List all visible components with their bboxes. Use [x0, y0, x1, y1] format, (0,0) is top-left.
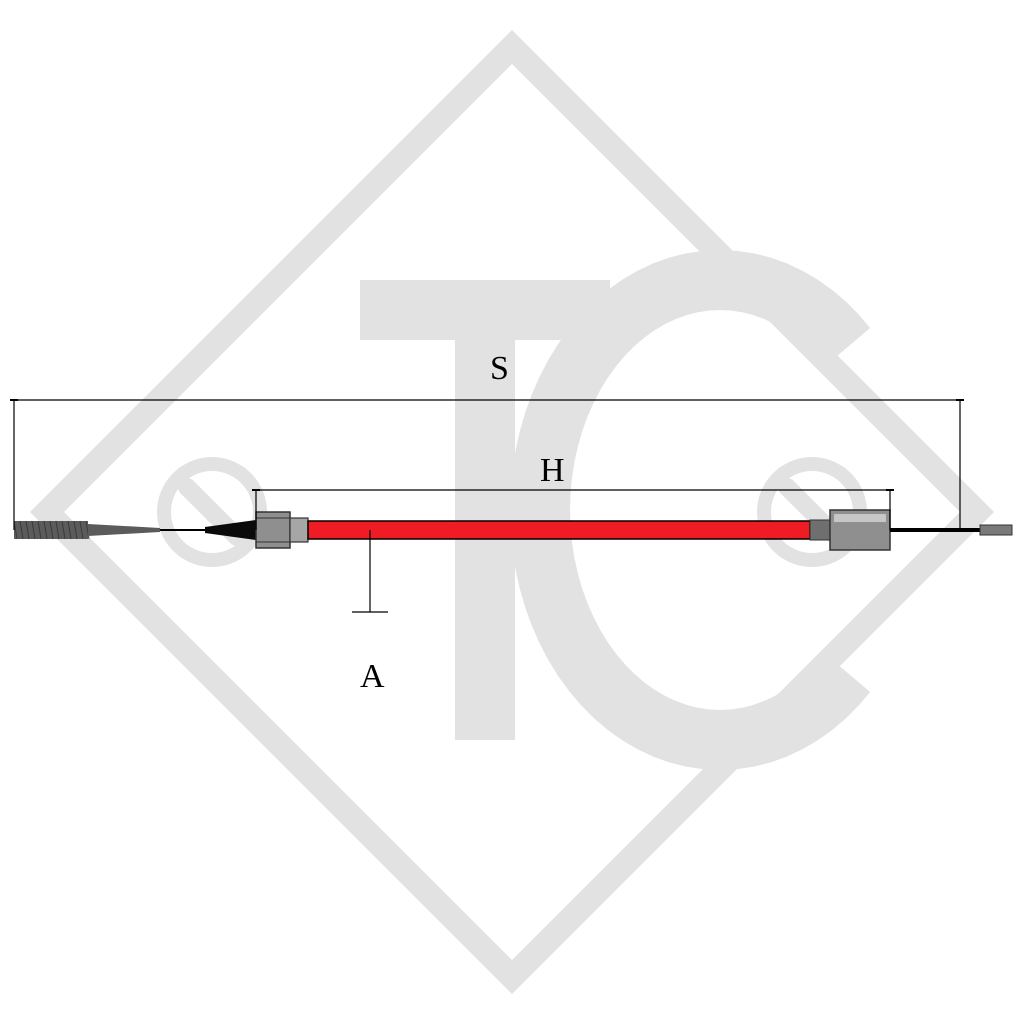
cable-layer	[0, 0, 1024, 1024]
dimension-label-A: A	[360, 658, 385, 696]
dimension-label-S: S	[490, 350, 509, 388]
diagram-stage: { "canvas": { "width": 1024, "height": 1…	[0, 0, 1024, 1024]
dimension-label-H: H	[540, 452, 565, 490]
